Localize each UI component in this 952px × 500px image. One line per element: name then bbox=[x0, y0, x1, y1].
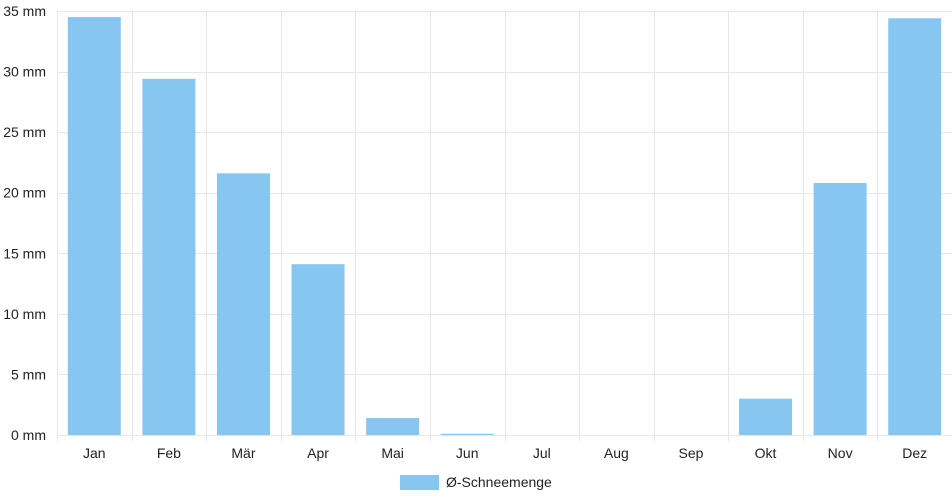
y-tick-label: 10 mm bbox=[3, 306, 46, 322]
x-tick-label: Jul bbox=[533, 445, 551, 461]
bar-nov[interactable] bbox=[813, 183, 867, 435]
x-tick-label: Dez bbox=[902, 445, 927, 461]
y-tick-label: 35 mm bbox=[3, 3, 46, 19]
bar-mai[interactable] bbox=[366, 418, 420, 435]
bar-mär[interactable] bbox=[216, 173, 270, 435]
bar-jan[interactable] bbox=[67, 17, 121, 436]
x-tick-label: Feb bbox=[157, 445, 181, 461]
y-tick-label: 5 mm bbox=[11, 366, 46, 382]
y-tick-label: 30 mm bbox=[3, 64, 46, 80]
legend-swatch bbox=[400, 475, 439, 490]
grid-lines bbox=[57, 11, 952, 441]
x-tick-label: Nov bbox=[828, 445, 853, 461]
legend-label: Ø-Schneemenge bbox=[446, 474, 552, 490]
y-axis-labels: 0 mm 5 mm 10 mm 15 mm 20 mm 25 mm 30 mm 35 mm bbox=[3, 3, 46, 443]
legend[interactable]: Ø-Schneemenge bbox=[400, 474, 552, 490]
x-tick-label: Jun bbox=[456, 445, 479, 461]
x-tick-label: Jan bbox=[83, 445, 106, 461]
bar-apr[interactable] bbox=[291, 264, 345, 435]
bar-feb[interactable] bbox=[142, 78, 196, 435]
x-tick-label: Apr bbox=[307, 445, 329, 461]
x-tick-label: Mär bbox=[231, 445, 255, 461]
bar-jun[interactable] bbox=[440, 433, 494, 435]
y-tick-label: 15 mm bbox=[3, 245, 46, 261]
x-tick-label: Okt bbox=[755, 445, 777, 461]
y-tick-label: 25 mm bbox=[3, 124, 46, 140]
bar-dez[interactable] bbox=[888, 18, 942, 435]
bar-okt[interactable] bbox=[739, 398, 793, 435]
x-tick-label: Sep bbox=[678, 445, 703, 461]
x-tick-label: Aug bbox=[604, 445, 629, 461]
x-axis-labels: Jan Feb Mär Apr Mai Jun Jul Aug Sep Okt Nov Dez bbox=[83, 445, 927, 461]
y-tick-label: 20 mm bbox=[3, 185, 46, 201]
bars bbox=[67, 17, 942, 436]
x-tick-label: Mai bbox=[381, 445, 404, 461]
y-tick-label: 0 mm bbox=[11, 427, 46, 443]
